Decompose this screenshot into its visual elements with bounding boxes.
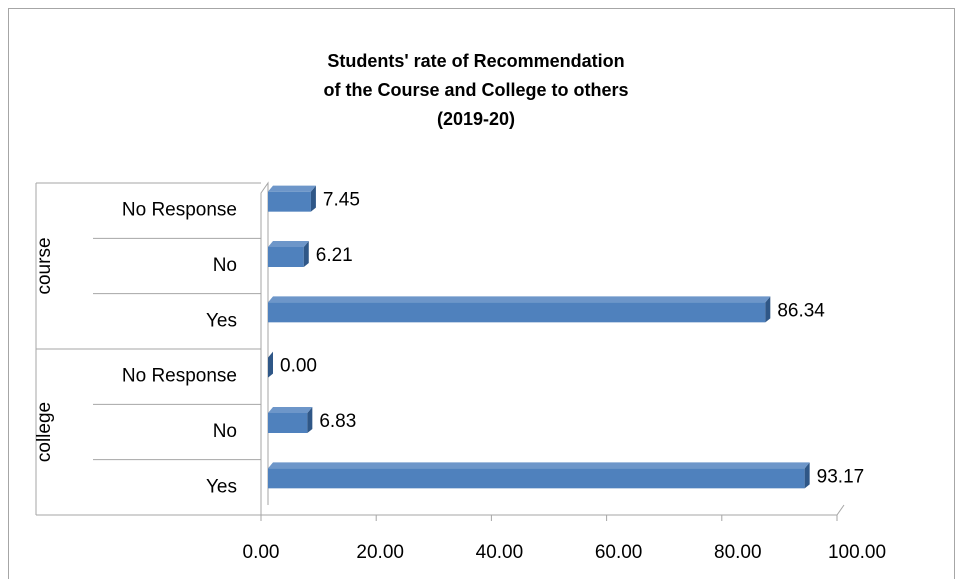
y-tick-label: Yes [206, 476, 237, 497]
y-tick-label: No Response [122, 200, 237, 221]
group-label: college [34, 402, 55, 462]
y-tick-label: No Response [122, 366, 237, 387]
bar [268, 247, 304, 267]
y-tick-label: No [213, 255, 237, 276]
bar [268, 191, 311, 212]
value-label: 93.17 [817, 466, 865, 487]
bar [268, 302, 766, 323]
y-tick-label: No [213, 421, 237, 442]
bar-side [303, 241, 309, 267]
value-label: 6.83 [319, 411, 356, 432]
bar [268, 468, 805, 489]
bar-side [310, 185, 316, 212]
y-tick-label: Yes [206, 310, 237, 331]
bar-top [268, 241, 309, 247]
value-label: 86.34 [777, 300, 825, 321]
x-tick-label: 60.00 [595, 542, 643, 563]
bar-side [307, 407, 313, 433]
chart-title: of the Course and College to others [323, 80, 628, 100]
bar [268, 413, 308, 433]
chart-title: (2019-20) [437, 109, 515, 129]
bar-top [268, 407, 313, 413]
x-tick-label: 80.00 [714, 542, 762, 563]
axis-floor [261, 504, 845, 516]
value-label: 7.45 [323, 190, 360, 211]
bar-top [268, 462, 810, 469]
axis-wall [260, 181, 269, 515]
x-tick-label: 40.00 [476, 542, 524, 563]
bar-top [268, 185, 316, 192]
bar-side [804, 462, 810, 489]
value-label: 6.21 [316, 245, 353, 266]
value-label: 0.00 [280, 356, 317, 377]
chart-title: Students' rate of Recommendation [327, 51, 624, 71]
bar-side [765, 296, 771, 323]
bar-top [268, 296, 771, 303]
x-tick-label: 100.00 [828, 542, 886, 563]
group-label: course [34, 237, 55, 294]
x-tick-label: 20.00 [356, 542, 404, 563]
x-tick-label: 0.00 [243, 542, 280, 563]
bar-side [268, 351, 273, 378]
